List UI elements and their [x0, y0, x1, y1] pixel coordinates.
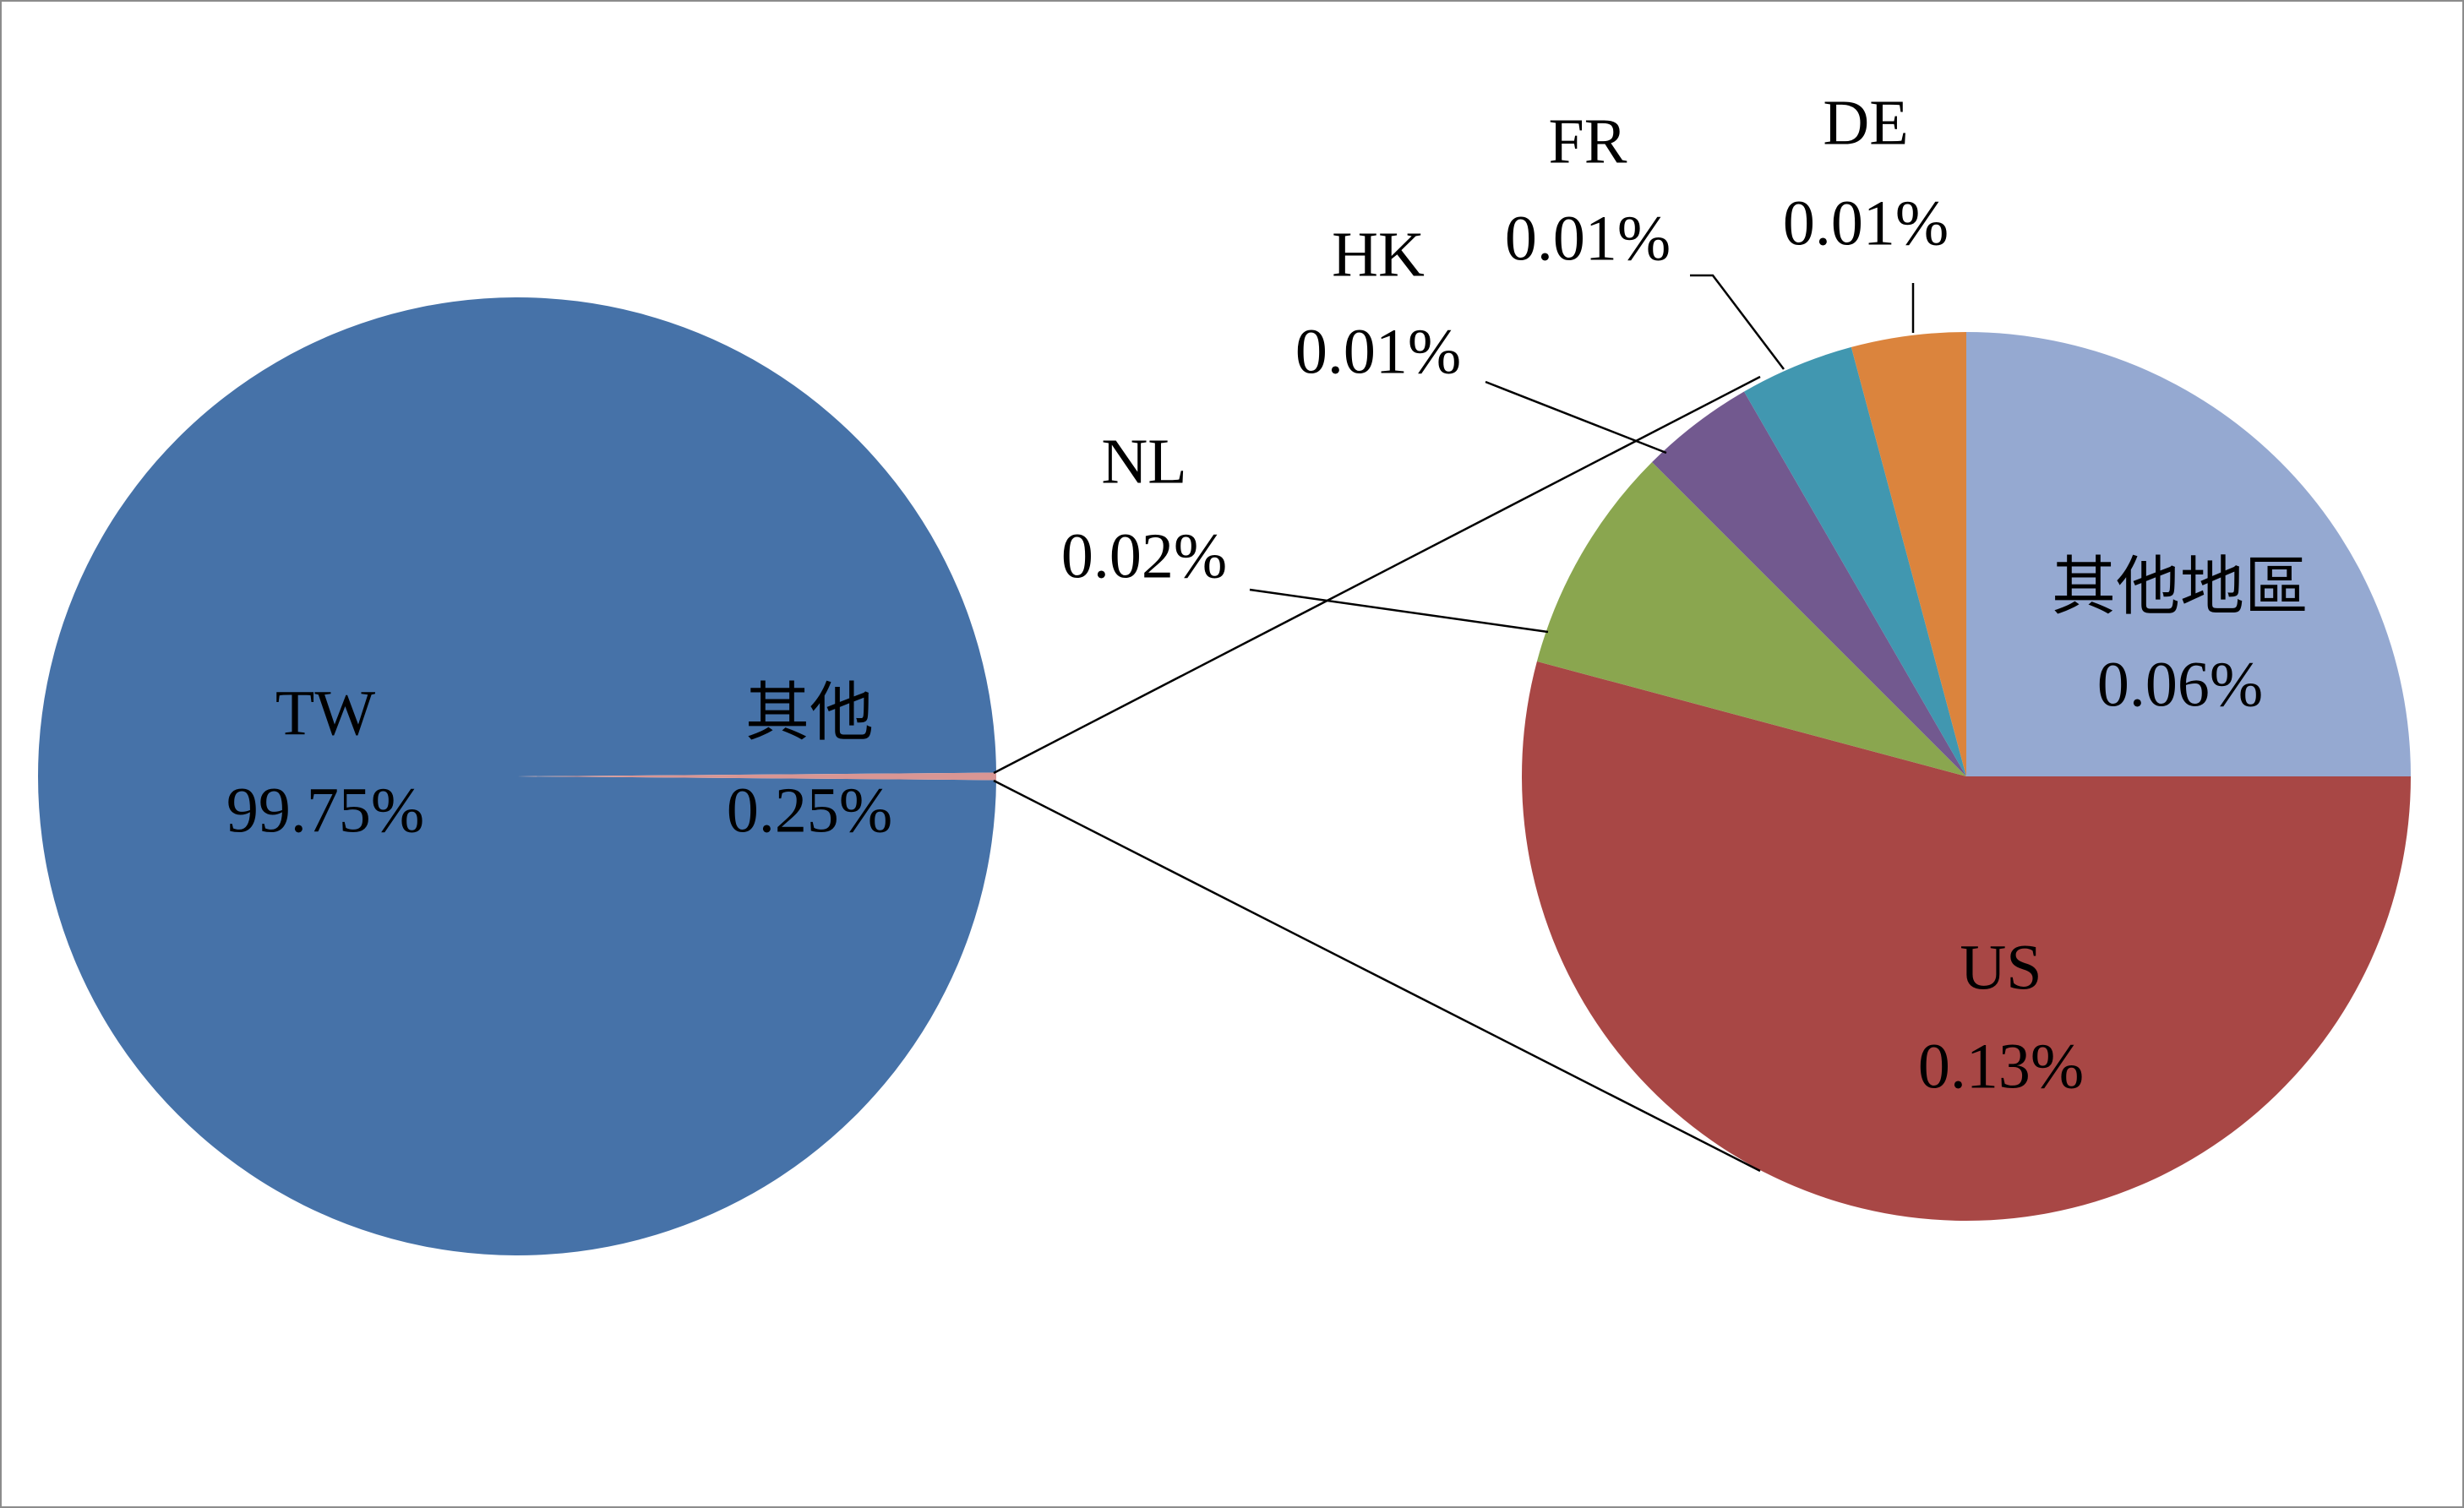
value-label: 0.25% [727, 775, 892, 846]
value-label: 0.01% [1505, 203, 1671, 274]
pie-slice [1851, 332, 1966, 776]
slice-label: NL [1101, 426, 1186, 497]
pie-slice [1966, 332, 2411, 776]
leader-line [1485, 380, 1667, 455]
slice-label: 其他 [745, 678, 874, 749]
slice-label: TW [275, 678, 375, 749]
pie-slice [1536, 462, 1966, 776]
pie-slice [38, 297, 996, 1255]
slice-label: 其他地區 [2052, 552, 2309, 623]
slice-label: HK [1332, 219, 1425, 290]
slice-label: FR [1549, 106, 1627, 177]
value-label: 0.01% [1783, 188, 1949, 259]
pie-slice [1744, 346, 1966, 776]
pie-slice [1652, 391, 1966, 776]
value-label: 99.75% [226, 775, 424, 846]
leader-line [1249, 588, 1549, 634]
value-label: 0.02% [1061, 520, 1227, 591]
connector-line [993, 779, 1761, 1173]
slice-label: US [1960, 932, 2042, 1003]
slice-label: DE [1823, 87, 1908, 158]
value-label: 0.13% [1918, 1031, 2084, 1102]
pie-slice [1522, 661, 2411, 1221]
connector-line [993, 375, 1761, 775]
value-label: 0.06% [2097, 649, 2263, 720]
pie-slice [517, 772, 997, 781]
leader-line [1690, 274, 1785, 370]
value-label: 0.01% [1295, 316, 1461, 387]
